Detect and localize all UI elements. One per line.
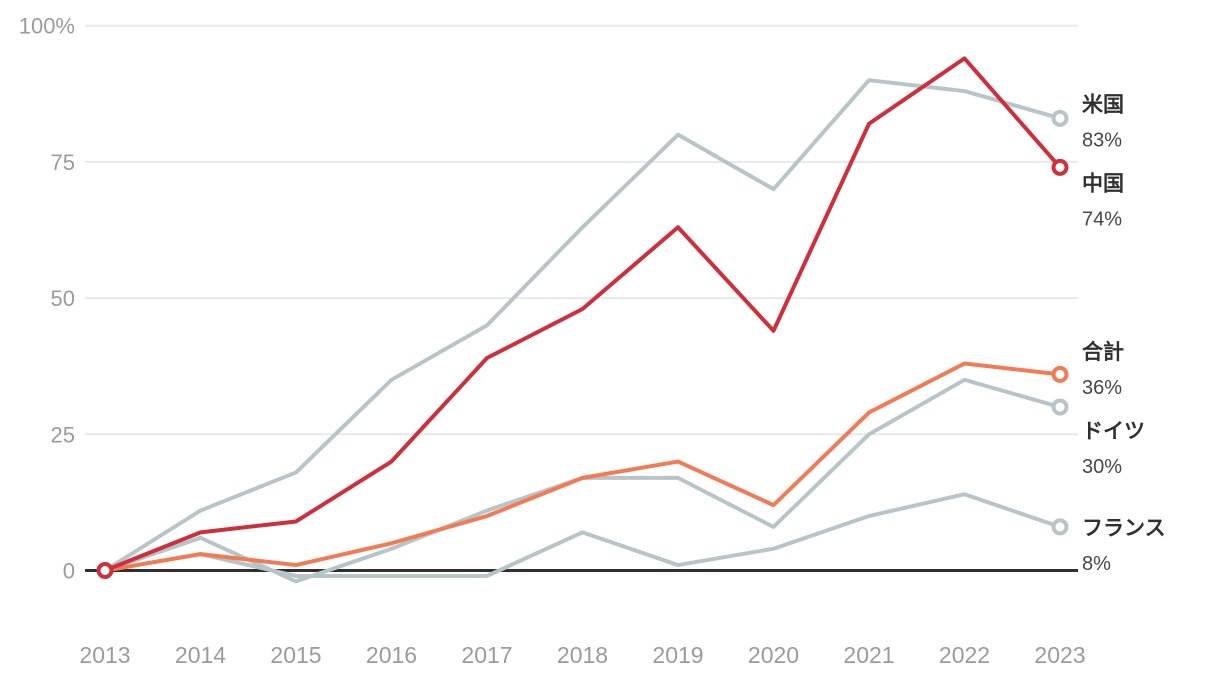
- series-label-china: 中国: [1082, 172, 1124, 195]
- x-axis-label-2015: 2015: [270, 642, 321, 668]
- line-germany: [103, 377, 1062, 584]
- x-axis-label-2022: 2022: [939, 642, 990, 668]
- x-axis-label-2017: 2017: [461, 642, 512, 668]
- series-label-us: 米国: [1082, 93, 1124, 116]
- series-value-france: 8%: [1082, 553, 1111, 575]
- series-label-germany: ドイツ: [1082, 420, 1145, 443]
- x-axis-label-2019: 2019: [652, 642, 703, 668]
- line-us: [103, 78, 1062, 573]
- x-axis-label-2018: 2018: [557, 642, 608, 668]
- line-france: [103, 492, 1062, 578]
- series-label-total: 合計: [1082, 340, 1124, 364]
- x-axis-label-2013: 2013: [79, 642, 130, 668]
- series-value-us: 83%: [1082, 129, 1122, 151]
- y-axis-label-50: 50: [51, 286, 75, 311]
- endpoint-marker-china: [1051, 158, 1069, 176]
- endpoint-marker-total: [1051, 365, 1069, 383]
- y-axis-label-0: 0: [63, 559, 75, 584]
- y-axis-label-75: 75: [51, 150, 75, 175]
- x-axis-label-2014: 2014: [175, 642, 226, 668]
- y-axis-label-25: 25: [51, 422, 75, 447]
- series-value-total: 36%: [1082, 377, 1122, 399]
- line-china: [103, 56, 1062, 573]
- line-total: [103, 361, 1062, 573]
- endpoint-marker-france: [1051, 518, 1069, 536]
- x-axis-label-2020: 2020: [748, 642, 799, 668]
- x-axis-label-2023: 2023: [1034, 642, 1085, 668]
- endpoint-marker-us: [1051, 109, 1069, 127]
- y-axis-label-100: 100%: [19, 14, 75, 39]
- series-value-germany: 30%: [1082, 456, 1122, 478]
- series-value-china: 74%: [1082, 208, 1122, 230]
- series-label-france: フランス: [1082, 517, 1166, 540]
- start-marker-china: [96, 562, 114, 579]
- x-axis-label-2021: 2021: [843, 642, 894, 668]
- x-axis-label-2016: 2016: [366, 642, 417, 668]
- endpoint-marker-germany: [1051, 398, 1069, 416]
